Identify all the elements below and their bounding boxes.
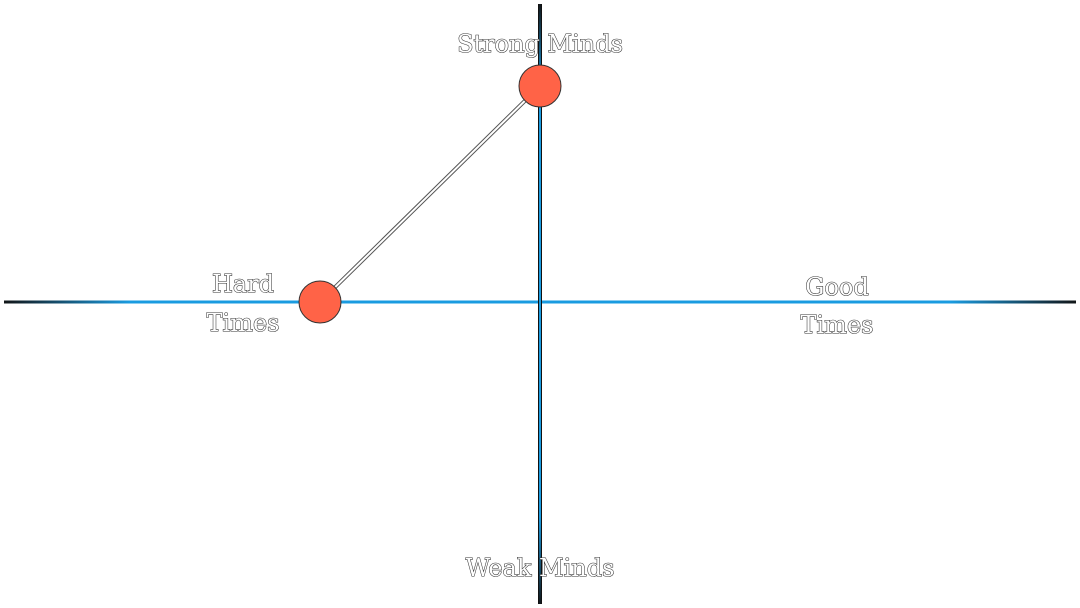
point-strong-minds xyxy=(518,64,562,108)
point-hard-times xyxy=(298,280,342,324)
label-hard-times: Times xyxy=(207,309,280,337)
label-strong-minds: Strong Minds xyxy=(457,30,623,58)
label-hard: Hard xyxy=(212,270,274,298)
label-weak-minds: Weak Minds xyxy=(466,554,615,582)
label-good-times: Times xyxy=(801,311,874,339)
label-good: Good xyxy=(805,273,868,301)
connector-line xyxy=(318,84,542,304)
